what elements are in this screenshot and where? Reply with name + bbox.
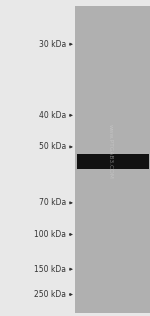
Text: 50 kDa: 50 kDa (39, 143, 66, 151)
Text: 70 kDa: 70 kDa (39, 198, 66, 207)
Text: 250 kDa: 250 kDa (34, 290, 66, 299)
Text: 40 kDa: 40 kDa (39, 111, 66, 120)
Bar (76, 154, 148, 169)
Text: www.PTGAB3.COM: www.PTGAB3.COM (108, 124, 113, 179)
Text: 150 kDa: 150 kDa (34, 265, 66, 274)
Text: 30 kDa: 30 kDa (39, 40, 66, 49)
Text: 100 kDa: 100 kDa (34, 230, 66, 239)
Bar (75, 6, 150, 313)
